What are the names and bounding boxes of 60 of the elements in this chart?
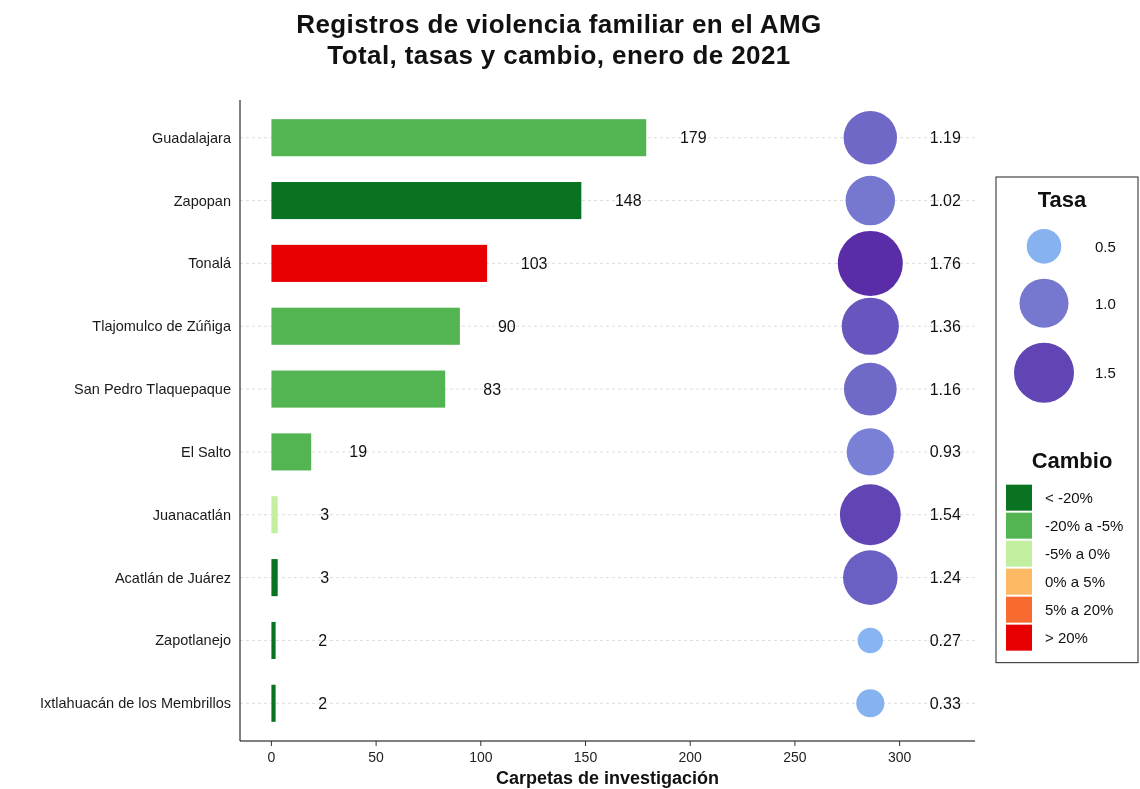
data-label: 3 xyxy=(320,506,330,524)
bar xyxy=(271,182,582,220)
data-label: 1.54 xyxy=(929,506,961,524)
y-tick-label: Tonalá xyxy=(188,255,232,272)
y-tick-label: Acatlán de Juárez xyxy=(114,569,231,586)
data-label: 19 xyxy=(349,443,368,461)
x-tick-label: 250 xyxy=(783,749,807,765)
y-tick-label: Guadalajara xyxy=(152,129,232,146)
data-label: 0.33 xyxy=(929,694,961,712)
bar xyxy=(271,433,312,471)
x-tick-label: 100 xyxy=(469,749,493,765)
data-label: 1.16 xyxy=(929,380,961,398)
legend-label: < -20% xyxy=(1045,489,1093,507)
bar xyxy=(271,119,647,157)
legend-label: 5% a 20% xyxy=(1045,601,1114,619)
legend-label: 1.0 xyxy=(1095,294,1116,312)
legend-label: -5% a 0% xyxy=(1045,545,1111,563)
y-tick-label: Juanacatlán xyxy=(152,506,231,523)
bar xyxy=(271,496,278,534)
x-tick-label: 150 xyxy=(573,749,598,765)
y-tick-label: Zapopan xyxy=(173,192,231,209)
legend-label: > 20% xyxy=(1045,629,1088,647)
chart-title: Registros de violencia familiar en el AMG Total, tasas y cambio, enero de 2021 xyxy=(296,9,822,70)
legend-label: -20% a -5% xyxy=(1045,517,1124,535)
data-label: 0.27 xyxy=(929,631,961,649)
data-label: 1.24 xyxy=(929,569,961,587)
data-label: 1.02 xyxy=(929,192,961,210)
y-tick-label: Ixtlahuacán de los Membrillos xyxy=(39,695,231,712)
data-label: 103 xyxy=(520,254,548,272)
x-tick-label: 50 xyxy=(368,749,385,765)
x-tick-label: 0 xyxy=(267,749,276,765)
y-tick-label: Tlajomulco de Zúñiga xyxy=(92,318,232,335)
y-tick-label: El Salto xyxy=(181,443,231,460)
x-tick-label: 300 xyxy=(887,749,912,765)
bar xyxy=(271,370,446,408)
legend-label: 0.5 xyxy=(1095,237,1116,255)
data-label: 179 xyxy=(679,129,707,147)
x-axis-title: Carpetas de investigación xyxy=(495,768,720,788)
data-label: 3 xyxy=(320,569,330,587)
bar xyxy=(271,621,276,659)
legend-label: 1.5 xyxy=(1095,364,1116,382)
data-label: 148 xyxy=(614,192,642,210)
data-label: 1.19 xyxy=(929,129,961,147)
legend-title: Cambio xyxy=(1031,447,1113,473)
data-label: 83 xyxy=(483,380,502,398)
bar xyxy=(271,559,278,597)
bar xyxy=(271,684,276,722)
text: Tasa xyxy=(1037,187,1088,212)
x-tick-label: 200 xyxy=(678,749,703,765)
data-label: 1.36 xyxy=(929,317,961,335)
y-tick-label: San Pedro Tlaquepaque xyxy=(74,381,231,398)
data-label: 2 xyxy=(318,694,328,712)
data-label: 1.76 xyxy=(929,254,961,272)
bar xyxy=(271,244,488,282)
legend-label: 0% a 5% xyxy=(1045,573,1106,591)
data-label: 0.93 xyxy=(929,443,961,461)
bar xyxy=(271,307,460,345)
data-label: 2 xyxy=(318,631,328,649)
y-tick-label: Zapotlanejo xyxy=(155,632,231,649)
data-label: 90 xyxy=(497,317,516,335)
